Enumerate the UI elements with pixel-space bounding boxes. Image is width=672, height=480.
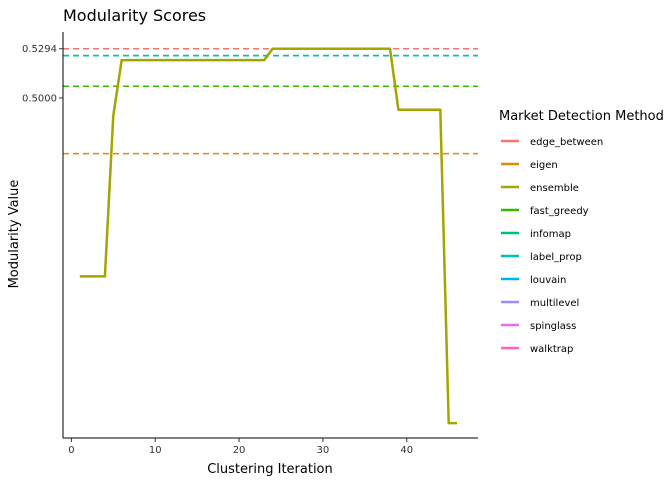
legend-item-infomap: infomap — [501, 229, 571, 240]
series-lines — [79, 47, 457, 425]
legend-label: eigen — [530, 160, 558, 171]
legend-item-label-prop: label_prop — [501, 252, 582, 263]
legend-label: louvain — [530, 275, 566, 286]
legend-title: Market Detection Method — [499, 109, 664, 124]
legend-item-spinglass: spinglass — [501, 321, 576, 332]
y-axis-title: Modularity Value — [7, 180, 22, 289]
x-tick-label: 30 — [317, 445, 330, 456]
x-tick-label: 40 — [400, 445, 413, 456]
legend-item-fast-greedy: fast_greedy — [501, 206, 589, 217]
reference-lines — [63, 47, 478, 155]
x-axis-title: Clustering Iteration — [207, 462, 333, 477]
x-tick-label: 10 — [149, 445, 162, 456]
legend-item-louvain: louvain — [501, 275, 566, 286]
legend-label: edge_between — [530, 137, 603, 148]
y-tick-label: 0.5000 — [22, 93, 57, 104]
x-tick-label: 20 — [233, 445, 246, 456]
legend-label: label_prop — [530, 252, 582, 263]
legend-item-eigen: eigen — [501, 160, 558, 171]
legend-label: fast_greedy — [530, 206, 589, 217]
legend-item-edge-between: edge_between — [501, 137, 603, 148]
legend-label: walktrap — [530, 344, 573, 355]
legend-item-multilevel: multilevel — [501, 298, 579, 309]
x-tick-label: 0 — [68, 445, 74, 456]
legend-label: infomap — [530, 229, 571, 240]
legend-label: spinglass — [530, 321, 576, 332]
legend-item-ensemble: ensemble — [501, 183, 579, 194]
x-axis-ticks: 0 10 20 30 40 — [68, 438, 413, 456]
legend-item-walktrap: walktrap — [501, 344, 573, 355]
chart-title: Modularity Scores — [63, 6, 206, 25]
legend-label: multilevel — [530, 298, 579, 309]
y-tick-label: 0.5294 — [22, 44, 57, 55]
legend-label: ensemble — [530, 183, 579, 194]
y-axis-ticks: 0.5000 0.5294 — [22, 44, 63, 104]
series-line-ensemble — [79, 47, 457, 425]
